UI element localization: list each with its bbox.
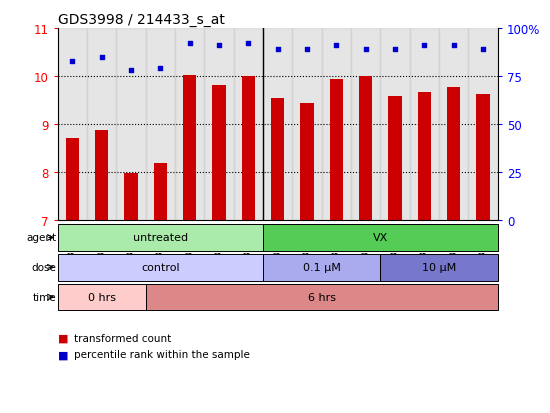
Point bbox=[332, 43, 341, 50]
Point bbox=[302, 47, 311, 53]
Bar bbox=[205, 29, 234, 221]
Bar bbox=[263, 254, 381, 281]
Bar bbox=[418, 92, 431, 221]
Text: 6 hrs: 6 hrs bbox=[308, 292, 336, 302]
Text: GDS3998 / 214433_s_at: GDS3998 / 214433_s_at bbox=[58, 12, 224, 26]
Point bbox=[361, 47, 370, 53]
Bar bbox=[351, 29, 381, 221]
Point bbox=[390, 47, 399, 53]
Bar bbox=[447, 88, 460, 221]
Text: transformed count: transformed count bbox=[74, 333, 172, 343]
Point bbox=[68, 58, 77, 65]
Bar bbox=[234, 29, 263, 221]
Text: ■: ■ bbox=[58, 333, 68, 343]
Bar bbox=[95, 131, 108, 221]
Point bbox=[97, 55, 106, 61]
Bar bbox=[146, 284, 498, 311]
Bar bbox=[146, 29, 175, 221]
Bar bbox=[388, 97, 401, 221]
Bar bbox=[330, 80, 343, 221]
Bar bbox=[154, 164, 167, 221]
Text: 0 hrs: 0 hrs bbox=[88, 292, 116, 302]
Bar bbox=[58, 254, 263, 281]
Bar bbox=[271, 99, 284, 221]
Text: ■: ■ bbox=[58, 349, 68, 359]
Bar bbox=[293, 29, 322, 221]
Bar bbox=[183, 76, 196, 221]
Bar bbox=[263, 225, 498, 251]
Bar bbox=[58, 225, 263, 251]
Bar bbox=[300, 103, 313, 221]
Bar bbox=[175, 29, 205, 221]
Bar bbox=[242, 77, 255, 221]
Bar bbox=[263, 29, 293, 221]
Bar bbox=[476, 95, 490, 221]
Bar bbox=[381, 254, 498, 281]
Text: time: time bbox=[32, 292, 56, 302]
Point bbox=[449, 43, 458, 50]
Point bbox=[478, 47, 487, 53]
Text: 10 μM: 10 μM bbox=[422, 263, 456, 273]
Bar bbox=[58, 29, 87, 221]
Point bbox=[214, 43, 223, 50]
Bar bbox=[439, 29, 469, 221]
Bar bbox=[381, 29, 410, 221]
Point bbox=[156, 66, 165, 73]
Point bbox=[420, 43, 429, 50]
Bar bbox=[410, 29, 439, 221]
Text: control: control bbox=[141, 263, 180, 273]
Bar bbox=[212, 85, 226, 221]
Text: percentile rank within the sample: percentile rank within the sample bbox=[74, 349, 250, 359]
Text: 0.1 μM: 0.1 μM bbox=[303, 263, 340, 273]
Text: untreated: untreated bbox=[133, 233, 188, 243]
Bar bbox=[87, 29, 117, 221]
Text: VX: VX bbox=[373, 233, 388, 243]
Bar bbox=[58, 284, 146, 311]
Bar bbox=[117, 29, 146, 221]
Bar bbox=[359, 77, 372, 221]
Bar bbox=[322, 29, 351, 221]
Bar bbox=[66, 138, 79, 221]
Text: dose: dose bbox=[31, 263, 56, 273]
Bar bbox=[469, 29, 498, 221]
Point bbox=[126, 68, 135, 74]
Point bbox=[244, 41, 253, 47]
Point bbox=[185, 41, 194, 47]
Text: agent: agent bbox=[26, 233, 56, 243]
Point bbox=[273, 47, 282, 53]
Bar bbox=[124, 174, 138, 221]
